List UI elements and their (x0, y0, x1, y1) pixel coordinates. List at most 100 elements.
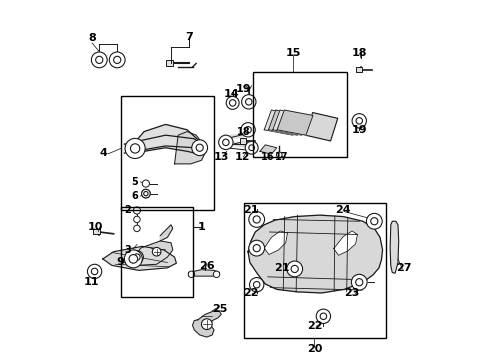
Circle shape (290, 265, 298, 273)
Text: 26: 26 (199, 261, 214, 271)
Bar (121, 207, 192, 297)
Bar (166, 60, 172, 66)
Polygon shape (225, 141, 251, 148)
Text: 14: 14 (224, 89, 239, 99)
Circle shape (125, 138, 145, 158)
Text: 22: 22 (306, 321, 322, 331)
Text: 10: 10 (88, 222, 103, 231)
Text: 22: 22 (243, 288, 258, 298)
Text: 21: 21 (243, 206, 258, 216)
Circle shape (351, 114, 366, 128)
Circle shape (142, 189, 150, 198)
Circle shape (130, 144, 140, 153)
Circle shape (133, 216, 140, 223)
Circle shape (143, 192, 148, 196)
Polygon shape (174, 132, 204, 164)
Circle shape (244, 141, 258, 154)
Circle shape (351, 274, 366, 290)
Circle shape (130, 251, 143, 264)
Circle shape (248, 212, 264, 227)
Circle shape (129, 255, 137, 263)
Text: 24: 24 (335, 206, 350, 216)
Circle shape (213, 271, 219, 278)
Circle shape (142, 180, 149, 187)
Circle shape (91, 52, 107, 68)
Text: 5: 5 (131, 177, 138, 187)
Text: 4: 4 (100, 148, 108, 158)
Polygon shape (277, 110, 312, 135)
Text: 8: 8 (88, 33, 96, 43)
Bar (244, 203, 386, 338)
Circle shape (196, 144, 203, 151)
Circle shape (191, 140, 207, 156)
Circle shape (249, 278, 264, 292)
Circle shape (253, 244, 260, 252)
Circle shape (370, 218, 377, 225)
Text: 7: 7 (184, 32, 192, 41)
Circle shape (276, 152, 282, 158)
Polygon shape (260, 145, 276, 154)
Text: 11: 11 (83, 277, 99, 287)
Text: 21: 21 (274, 263, 289, 273)
Polygon shape (264, 110, 300, 135)
Text: 6: 6 (131, 191, 138, 201)
Text: 15: 15 (285, 48, 300, 58)
Circle shape (366, 213, 382, 229)
Circle shape (355, 279, 362, 286)
Circle shape (218, 135, 233, 149)
Circle shape (96, 56, 102, 63)
Text: 17: 17 (275, 152, 288, 162)
Polygon shape (160, 225, 172, 241)
Circle shape (253, 216, 260, 223)
Polygon shape (264, 231, 287, 255)
Text: 20: 20 (306, 344, 322, 354)
Bar (121, 96, 214, 211)
Text: 19: 19 (236, 84, 251, 94)
Circle shape (248, 240, 264, 256)
Circle shape (286, 261, 302, 277)
Bar (93, 229, 100, 234)
Circle shape (222, 139, 228, 145)
Bar (355, 67, 362, 72)
Text: 19: 19 (351, 125, 366, 135)
Circle shape (241, 95, 255, 109)
Text: 3: 3 (124, 245, 131, 255)
Text: 1: 1 (197, 222, 205, 231)
Polygon shape (272, 110, 308, 135)
Text: 18: 18 (237, 127, 250, 136)
Circle shape (133, 254, 140, 260)
Text: 13: 13 (213, 152, 228, 162)
Bar (253, 72, 346, 157)
Circle shape (87, 264, 102, 279)
Circle shape (355, 118, 362, 124)
Text: 25: 25 (211, 304, 226, 314)
Polygon shape (192, 311, 221, 337)
Circle shape (229, 100, 235, 106)
Polygon shape (225, 134, 247, 139)
Circle shape (245, 99, 251, 105)
Circle shape (133, 225, 140, 231)
Circle shape (248, 145, 254, 150)
Circle shape (226, 96, 239, 109)
Polygon shape (124, 135, 201, 153)
Bar (239, 138, 246, 144)
Polygon shape (247, 215, 382, 293)
Circle shape (142, 189, 150, 198)
Text: 2: 2 (124, 206, 131, 216)
Circle shape (320, 313, 326, 319)
Circle shape (188, 271, 194, 278)
PathPatch shape (389, 221, 398, 273)
Circle shape (133, 207, 140, 214)
Text: 27: 27 (395, 263, 411, 273)
Circle shape (244, 127, 251, 133)
Polygon shape (333, 231, 357, 255)
Polygon shape (188, 270, 219, 276)
Polygon shape (102, 246, 176, 270)
Text: 9: 9 (117, 257, 124, 267)
Polygon shape (135, 125, 199, 155)
Circle shape (113, 56, 121, 63)
Circle shape (201, 319, 212, 329)
Polygon shape (131, 241, 172, 265)
Circle shape (152, 247, 161, 256)
Text: 18: 18 (351, 48, 366, 58)
